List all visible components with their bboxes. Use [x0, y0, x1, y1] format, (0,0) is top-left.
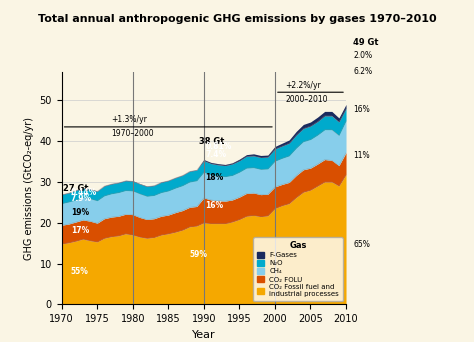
- Text: 0.81%: 0.81%: [205, 142, 232, 150]
- Text: 27 Gt: 27 Gt: [63, 184, 89, 193]
- Text: 18%: 18%: [205, 173, 224, 182]
- Text: 16%: 16%: [353, 105, 370, 114]
- Text: 11%: 11%: [353, 151, 370, 160]
- Text: +2.2%/yr: +2.2%/yr: [286, 81, 321, 90]
- Text: 16%: 16%: [205, 201, 223, 210]
- Text: 0.44%: 0.44%: [71, 188, 97, 197]
- Text: 17%: 17%: [71, 226, 89, 235]
- Text: 65%: 65%: [353, 240, 370, 249]
- Text: 59%: 59%: [190, 250, 208, 260]
- Text: 1970–2000: 1970–2000: [111, 129, 154, 138]
- Text: 55%: 55%: [71, 267, 89, 276]
- X-axis label: Year: Year: [192, 330, 216, 340]
- Text: 49 Gt: 49 Gt: [353, 38, 379, 47]
- Text: 7.4%: 7.4%: [205, 150, 227, 159]
- Text: 7.9%: 7.9%: [71, 194, 92, 203]
- Text: 19%: 19%: [71, 208, 89, 216]
- Legend: F-Gases, N₂O, CH₄, CO₂ FOLU, CO₂ Fossil fuel and
industrial processes: F-Gases, N₂O, CH₄, CO₂ FOLU, CO₂ Fossil …: [254, 237, 343, 301]
- Text: Total annual anthropogenic GHG emissions by gases 1970–2010: Total annual anthropogenic GHG emissions…: [38, 14, 436, 24]
- Text: +1.3%/yr: +1.3%/yr: [111, 115, 147, 124]
- Text: 2.0%: 2.0%: [353, 51, 372, 60]
- Text: 6.2%: 6.2%: [353, 67, 372, 76]
- Text: 38 Gt: 38 Gt: [199, 137, 224, 146]
- Y-axis label: GHG emissions (GtCO₂-eq/yr): GHG emissions (GtCO₂-eq/yr): [24, 117, 34, 260]
- Text: 2000–2010: 2000–2010: [286, 95, 328, 105]
